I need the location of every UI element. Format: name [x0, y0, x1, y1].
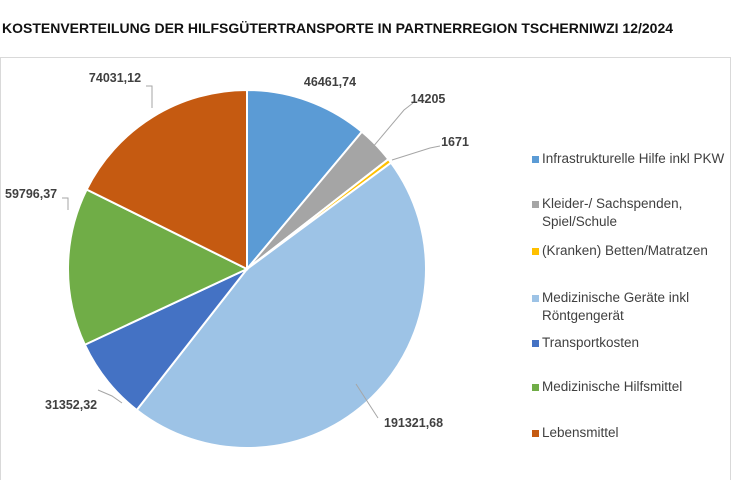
legend-label: Medizinische Geräte inkl Röntgengerät: [542, 290, 690, 323]
leader-line: [391, 145, 441, 161]
pie-slice: [246, 88, 364, 272]
legend-label: Transportkosten: [542, 335, 640, 350]
chart-frame: [0, 57, 731, 480]
data-label: 191321,68: [384, 416, 443, 430]
legend-swatch: [532, 340, 539, 347]
leader-line: [146, 85, 153, 108]
leader-line: [97, 389, 123, 404]
legend-swatch: [532, 384, 539, 391]
legend-label: Infrastrukturelle Hilfe inkl PKW: [542, 151, 725, 166]
pie-slice: [67, 188, 250, 347]
pie-slice: [135, 161, 427, 449]
data-label: 46461,74: [304, 75, 356, 89]
pie-slice: [85, 88, 248, 271]
leader-line: [62, 197, 69, 210]
leader-line: [371, 102, 414, 149]
chart-title: KOSTENVERTEILUNG DER HILFSGÜTERTRANSPORT…: [2, 20, 674, 36]
legend-swatch: [532, 248, 539, 255]
data-label: 14205: [411, 92, 446, 106]
data-label: 74031,12: [89, 71, 141, 85]
legend-label: Kleider-/ Sachspenden, Spiel/Schule: [542, 196, 683, 229]
leader-line: [355, 383, 379, 419]
data-label: 31352,32: [45, 398, 97, 412]
data-label: 59796,37: [5, 187, 57, 201]
legend-swatch: [532, 201, 539, 208]
legend-swatch: [532, 430, 539, 437]
legend-swatch: [532, 295, 539, 302]
legend-swatch: [532, 156, 539, 163]
legend-label: Medizinische Hilfsmittel: [542, 379, 683, 394]
legend-label: (Kranken) Betten/Matratzen: [542, 243, 708, 258]
data-label: 1671: [441, 135, 469, 149]
legend-label: Lebensmittel: [542, 425, 619, 440]
